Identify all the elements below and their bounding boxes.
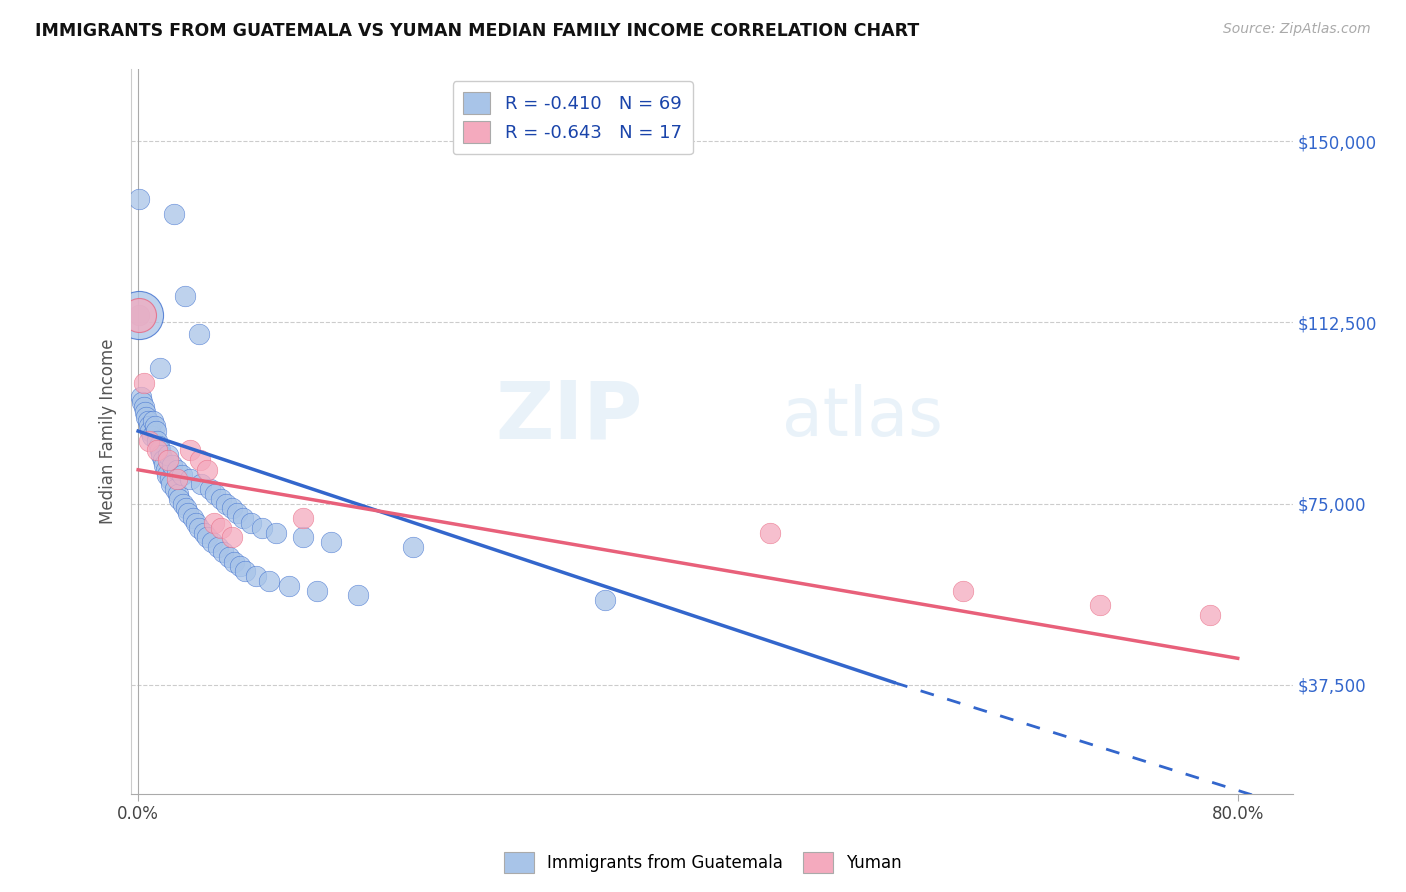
Point bbox=[181, 511, 204, 525]
Point bbox=[149, 443, 172, 458]
Point bbox=[166, 472, 188, 486]
Point bbox=[402, 540, 425, 554]
Point bbox=[160, 477, 183, 491]
Point bbox=[173, 289, 195, 303]
Point bbox=[176, 506, 198, 520]
Point bbox=[129, 390, 152, 404]
Point bbox=[188, 453, 211, 467]
Point bbox=[239, 516, 262, 530]
Point bbox=[202, 516, 225, 530]
Legend: Immigrants from Guatemala, Yuman: Immigrants from Guatemala, Yuman bbox=[498, 846, 908, 880]
Point bbox=[136, 414, 159, 428]
Point bbox=[218, 549, 240, 564]
Point bbox=[163, 206, 186, 220]
Point bbox=[224, 555, 246, 569]
Point bbox=[156, 467, 179, 482]
Point bbox=[159, 472, 181, 486]
Point bbox=[157, 453, 180, 467]
Point bbox=[215, 497, 238, 511]
Point bbox=[150, 448, 173, 462]
Point bbox=[595, 593, 617, 607]
Point bbox=[167, 487, 190, 501]
Point bbox=[232, 511, 254, 525]
Text: ZIP: ZIP bbox=[495, 377, 643, 456]
Point bbox=[187, 327, 209, 342]
Point bbox=[209, 521, 232, 535]
Point bbox=[153, 458, 176, 472]
Point bbox=[1199, 607, 1222, 622]
Text: atlas: atlas bbox=[782, 384, 942, 450]
Point bbox=[128, 308, 150, 322]
Point bbox=[209, 491, 232, 506]
Point bbox=[132, 376, 155, 390]
Point bbox=[143, 419, 166, 434]
Point bbox=[221, 501, 243, 516]
Point bbox=[204, 487, 226, 501]
Point bbox=[305, 583, 328, 598]
Point bbox=[292, 531, 315, 545]
Point bbox=[131, 395, 153, 409]
Y-axis label: Median Family Income: Median Family Income bbox=[100, 338, 117, 524]
Point bbox=[165, 482, 187, 496]
Point bbox=[146, 443, 169, 458]
Point bbox=[226, 506, 249, 520]
Point bbox=[193, 525, 215, 540]
Point bbox=[207, 540, 229, 554]
Point bbox=[184, 516, 207, 530]
Point bbox=[139, 424, 162, 438]
Point bbox=[952, 583, 974, 598]
Point bbox=[319, 535, 342, 549]
Point bbox=[187, 521, 209, 535]
Point bbox=[128, 308, 150, 322]
Point bbox=[179, 472, 201, 486]
Point bbox=[134, 405, 156, 419]
Point bbox=[195, 463, 218, 477]
Point bbox=[155, 463, 177, 477]
Point bbox=[141, 429, 163, 443]
Point bbox=[172, 467, 194, 482]
Point bbox=[347, 589, 370, 603]
Point bbox=[190, 477, 212, 491]
Point bbox=[145, 424, 167, 438]
Point bbox=[233, 564, 256, 578]
Point bbox=[162, 458, 184, 472]
Point bbox=[169, 491, 191, 506]
Point bbox=[172, 497, 194, 511]
Point bbox=[157, 448, 180, 462]
Point bbox=[278, 579, 301, 593]
Point bbox=[148, 439, 170, 453]
Point bbox=[759, 525, 782, 540]
Point bbox=[198, 482, 221, 496]
Point bbox=[149, 361, 172, 376]
Point bbox=[264, 525, 287, 540]
Point bbox=[166, 463, 188, 477]
Point bbox=[138, 434, 160, 448]
Point bbox=[138, 419, 160, 434]
Point bbox=[146, 434, 169, 448]
Point bbox=[174, 501, 197, 516]
Point bbox=[142, 414, 165, 428]
Point bbox=[201, 535, 224, 549]
Point bbox=[292, 511, 315, 525]
Point bbox=[1090, 598, 1112, 612]
Point bbox=[152, 453, 174, 467]
Point bbox=[128, 192, 150, 206]
Point bbox=[132, 400, 155, 414]
Text: Source: ZipAtlas.com: Source: ZipAtlas.com bbox=[1223, 22, 1371, 37]
Point bbox=[179, 443, 201, 458]
Point bbox=[128, 308, 150, 322]
Point bbox=[257, 574, 280, 588]
Legend: R = -0.410   N = 69, R = -0.643   N = 17: R = -0.410 N = 69, R = -0.643 N = 17 bbox=[453, 81, 693, 154]
Point bbox=[212, 545, 235, 559]
Point bbox=[245, 569, 267, 583]
Point bbox=[195, 531, 218, 545]
Point bbox=[229, 559, 252, 574]
Point bbox=[250, 521, 273, 535]
Point bbox=[221, 531, 243, 545]
Point bbox=[135, 409, 157, 424]
Text: IMMIGRANTS FROM GUATEMALA VS YUMAN MEDIAN FAMILY INCOME CORRELATION CHART: IMMIGRANTS FROM GUATEMALA VS YUMAN MEDIA… bbox=[35, 22, 920, 40]
